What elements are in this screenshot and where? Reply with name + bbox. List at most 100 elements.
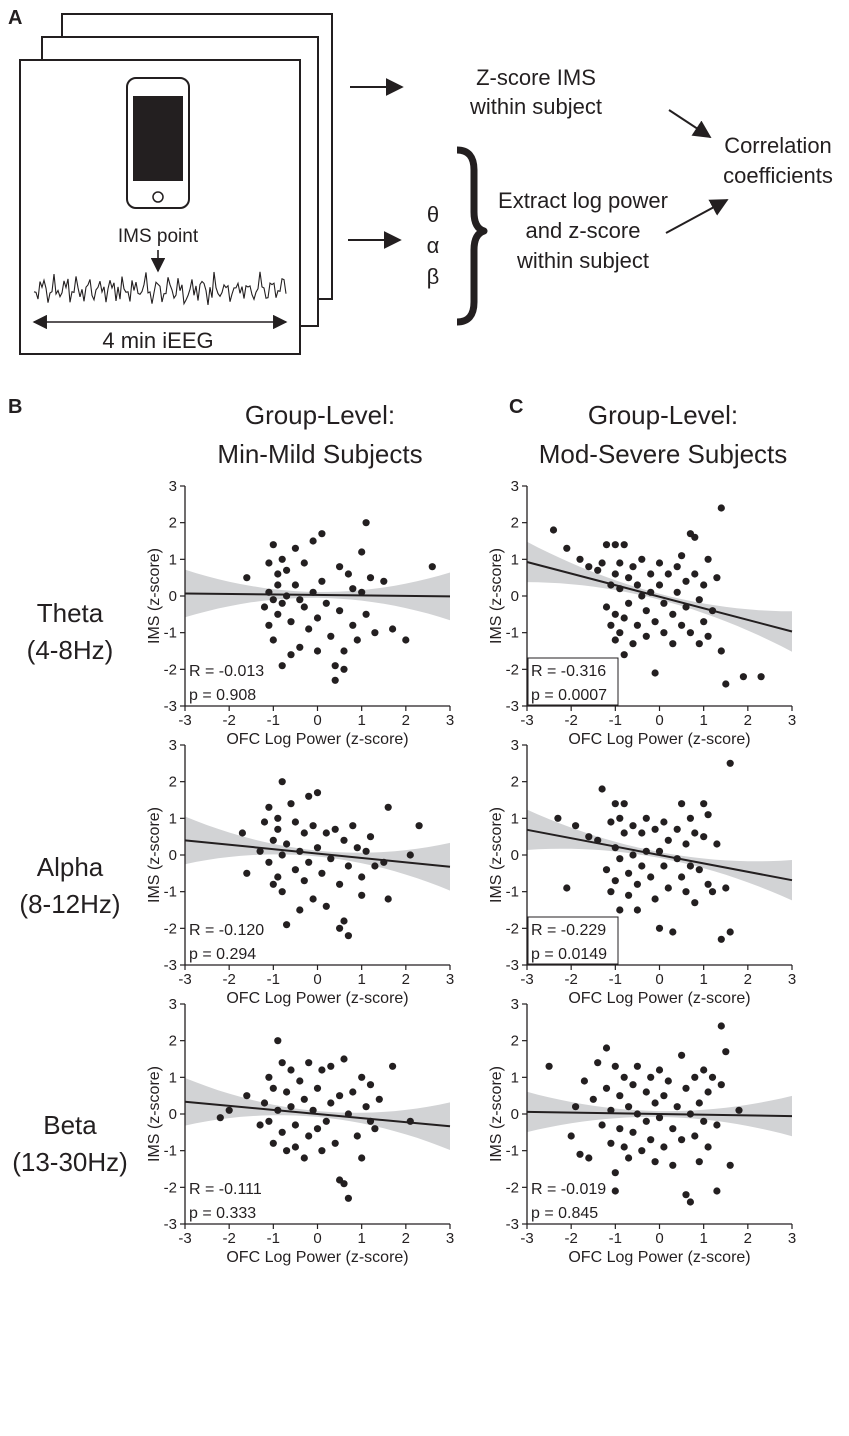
- arrow-to-correlation-bottom: [665, 199, 729, 234]
- y-tick-label: 1: [511, 810, 519, 827]
- data-point: [291, 1121, 299, 1129]
- x-tick-label: 2: [402, 971, 410, 988]
- data-point: [243, 574, 251, 582]
- y-axis-label: IMS (z-score): [488, 1066, 505, 1162]
- data-point: [274, 570, 282, 578]
- r-value: R = -0.111: [189, 1181, 262, 1198]
- data-point: [620, 651, 628, 659]
- data-point: [629, 822, 637, 830]
- data-point: [283, 840, 291, 848]
- data-point: [269, 541, 277, 549]
- data-point: [607, 888, 615, 896]
- data-point: [717, 1022, 725, 1030]
- y-tick-label: 3: [511, 996, 519, 1013]
- data-point: [309, 1106, 317, 1114]
- y-tick-label: 2: [511, 774, 519, 791]
- regression-line: [526, 561, 793, 633]
- data-point: [700, 1117, 708, 1125]
- data-point: [300, 1095, 308, 1103]
- x-tick-label: 3: [788, 971, 796, 988]
- data-point: [651, 618, 659, 626]
- data-point: [638, 862, 646, 870]
- x-tick-label: 1: [699, 1230, 707, 1247]
- data-point: [682, 840, 690, 848]
- ieeg-trace: [33, 271, 287, 306]
- data-point: [362, 847, 370, 855]
- data-point: [717, 504, 725, 512]
- x-tick-label: 2: [402, 1230, 410, 1247]
- data-point: [700, 1066, 708, 1074]
- data-point: [620, 1143, 628, 1151]
- data-point: [678, 873, 686, 881]
- data-point: [611, 1187, 619, 1195]
- x-tick-label: -2: [222, 1230, 235, 1247]
- panel-b-title-line2: Min-Mild Subjects: [217, 439, 422, 469]
- data-point: [673, 1103, 681, 1111]
- data-point: [336, 880, 344, 888]
- data-point: [660, 1092, 668, 1100]
- data-point: [682, 1084, 690, 1092]
- data-point: [265, 559, 273, 567]
- data-point: [638, 829, 646, 837]
- panel-b-header: B Group-Level: Min-Mild Subjects: [8, 396, 423, 469]
- y-tick-label: 2: [169, 774, 177, 791]
- x-tick-label: 0: [313, 971, 321, 988]
- x-axis-label: OFC Log Power (z-score): [226, 731, 408, 748]
- regression-line: [526, 828, 793, 882]
- data-point: [700, 833, 708, 841]
- y-axis-label: IMS (z-score): [146, 807, 163, 903]
- data-point: [389, 1062, 397, 1070]
- data-point: [274, 581, 282, 589]
- p-value: p = 0.294: [189, 946, 256, 963]
- y-tick-label: 2: [169, 515, 177, 532]
- data-point: [313, 1125, 322, 1133]
- data-point: [384, 895, 392, 903]
- y-tick-label: -1: [164, 884, 177, 901]
- data-point: [366, 833, 375, 841]
- panel-b-title-line1: Group-Level:: [245, 400, 395, 430]
- data-point: [625, 599, 633, 607]
- data-point: [296, 596, 304, 604]
- data-point: [669, 1125, 677, 1133]
- data-point: [616, 814, 624, 822]
- data-point: [371, 629, 379, 637]
- data-point: [629, 851, 637, 859]
- data-point: [713, 574, 721, 582]
- data-point: [726, 1161, 734, 1169]
- data-point: [616, 906, 624, 914]
- scatter-plot-c-alpha: -3-3 -2 -2 -1 -1 0 0 1 1 2 2 3 3 OFC Log Power (z-sco…: [488, 737, 796, 1007]
- y-axis-label: IMS (z-score): [488, 548, 505, 644]
- data-point: [598, 1121, 606, 1129]
- data-point: [287, 651, 295, 659]
- data-point: [291, 866, 299, 874]
- x-tick-label: 3: [788, 712, 796, 729]
- y-axis-label: IMS (z-score): [488, 807, 505, 903]
- data-point: [664, 1077, 672, 1085]
- y-tick-label: -3: [164, 1216, 177, 1233]
- data-point: [318, 530, 326, 538]
- data-point: [567, 1132, 575, 1140]
- data-point: [611, 541, 619, 549]
- x-tick-label: -2: [564, 971, 577, 988]
- data-point: [313, 844, 322, 852]
- data-point: [296, 643, 304, 651]
- data-point: [269, 1139, 277, 1147]
- data-point: [651, 1158, 659, 1166]
- data-point: [695, 596, 703, 604]
- data-point: [607, 621, 615, 629]
- data-point: [353, 1132, 361, 1140]
- data-point: [633, 906, 642, 914]
- x-tick-label: 1: [699, 712, 707, 729]
- x-tick-label: -2: [222, 971, 235, 988]
- x-tick-label: -3: [178, 971, 191, 988]
- data-point: [278, 1128, 286, 1136]
- data-point: [655, 847, 664, 855]
- data-point: [331, 1139, 339, 1147]
- y-tick-label: 3: [169, 478, 177, 495]
- r-value: R = -0.019: [531, 1181, 606, 1198]
- data-point: [638, 555, 646, 563]
- row-label-beta-line2: (13-30Hz): [12, 1147, 128, 1177]
- data-point: [260, 1099, 269, 1107]
- data-point: [660, 1143, 668, 1151]
- data-point: [638, 1147, 646, 1155]
